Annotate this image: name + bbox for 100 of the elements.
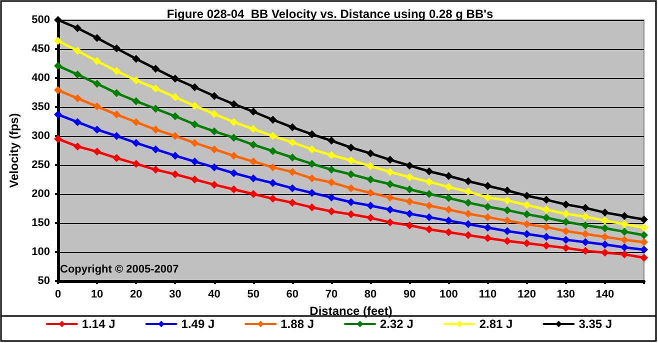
point	[347, 156, 355, 164]
point	[484, 213, 492, 222]
point	[640, 231, 648, 240]
y-tick-label: 300	[32, 130, 50, 142]
annotation: Copyright © 2005-2007	[60, 264, 179, 276]
point	[620, 243, 628, 252]
point	[171, 152, 180, 160]
point	[366, 149, 375, 158]
point	[620, 220, 628, 228]
y-tick-label: 400	[32, 72, 50, 84]
point	[542, 223, 550, 232]
point	[308, 203, 316, 212]
point	[190, 138, 199, 147]
point	[152, 104, 160, 113]
point	[190, 102, 199, 110]
point	[366, 202, 375, 210]
legend-label: 3.35 J	[578, 317, 612, 331]
legend-label: 2.32 J	[380, 317, 414, 331]
point	[54, 36, 62, 45]
point	[581, 238, 590, 246]
point	[600, 248, 609, 257]
point	[249, 140, 258, 149]
x-tick-label: 10	[90, 288, 104, 300]
point	[74, 70, 82, 79]
legend-label: 1.88 J	[280, 317, 314, 331]
point	[347, 170, 355, 178]
point	[406, 185, 414, 194]
point	[464, 231, 472, 240]
point	[386, 206, 394, 214]
point	[308, 160, 316, 168]
y-axis-title: Velocity (fps)	[7, 113, 21, 188]
point	[249, 190, 258, 198]
point	[132, 54, 140, 63]
point	[464, 198, 472, 207]
y-tick-label: 150	[32, 217, 50, 229]
point	[74, 142, 82, 150]
point	[93, 148, 102, 156]
point	[268, 194, 277, 203]
point	[620, 236, 628, 244]
point	[327, 166, 336, 174]
point	[54, 62, 62, 70]
point	[230, 185, 238, 194]
point	[210, 110, 218, 118]
y-tick-label: 50	[38, 275, 50, 287]
point	[640, 238, 648, 246]
point	[327, 207, 336, 216]
point	[522, 201, 531, 210]
point	[503, 206, 512, 214]
x-tick-label: 130	[556, 288, 576, 300]
point	[640, 246, 648, 254]
point	[93, 126, 102, 134]
point	[542, 196, 550, 204]
point	[268, 132, 277, 140]
point	[190, 83, 199, 92]
chart-title: Figure 028-04 BB Velocity vs. Distance using 0.28 g BB's	[166, 7, 494, 21]
point	[464, 210, 472, 218]
point	[600, 240, 609, 248]
point	[230, 118, 238, 126]
point	[425, 167, 434, 176]
point	[171, 170, 180, 178]
point	[522, 220, 531, 228]
point	[542, 232, 550, 241]
point	[425, 202, 434, 210]
point	[268, 163, 277, 172]
point	[152, 64, 160, 73]
point	[444, 228, 453, 236]
point	[406, 221, 414, 230]
point	[347, 144, 355, 152]
legend-label: 1.14 J	[82, 317, 116, 331]
point	[54, 110, 62, 119]
point	[406, 210, 414, 218]
point	[74, 24, 82, 32]
point	[249, 125, 258, 134]
point	[484, 182, 492, 190]
point	[132, 160, 140, 168]
point	[386, 168, 394, 176]
point	[484, 193, 492, 202]
x-tick-label: 100	[439, 288, 458, 300]
point	[503, 196, 512, 204]
point	[230, 169, 238, 178]
point	[562, 218, 570, 226]
point	[581, 221, 590, 230]
point	[230, 134, 238, 142]
point	[249, 108, 258, 116]
x-axis-title: Distance (feet)	[310, 304, 392, 318]
point	[425, 213, 434, 222]
point	[268, 178, 277, 187]
point	[503, 186, 512, 195]
x-tick-label: 80	[364, 288, 377, 300]
point	[444, 194, 453, 202]
point	[152, 166, 160, 174]
point	[444, 206, 453, 214]
point	[640, 216, 648, 224]
point	[366, 176, 375, 184]
point	[562, 236, 570, 244]
point	[542, 242, 550, 250]
point	[93, 102, 102, 110]
point	[640, 224, 648, 232]
x-tick-label: 0	[54, 288, 62, 300]
point	[386, 218, 394, 226]
